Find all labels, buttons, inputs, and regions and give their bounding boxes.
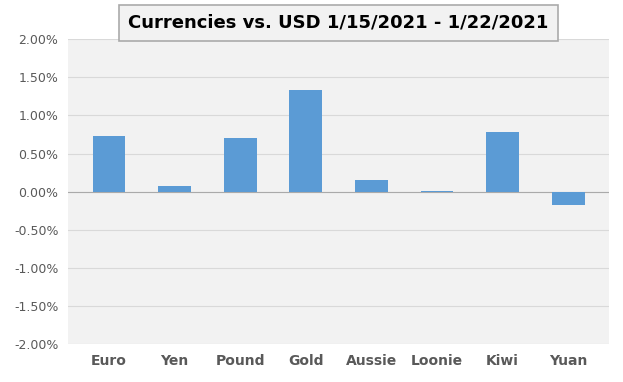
Bar — [290, 90, 322, 192]
Bar — [158, 186, 191, 192]
Bar — [552, 192, 584, 206]
Bar — [93, 136, 125, 192]
Bar — [355, 180, 388, 192]
Title: Currencies vs. USD 1/15/2021 - 1/22/2021: Currencies vs. USD 1/15/2021 - 1/22/2021 — [128, 14, 549, 32]
Bar — [421, 191, 454, 192]
Bar — [486, 132, 519, 192]
Bar — [224, 138, 257, 192]
